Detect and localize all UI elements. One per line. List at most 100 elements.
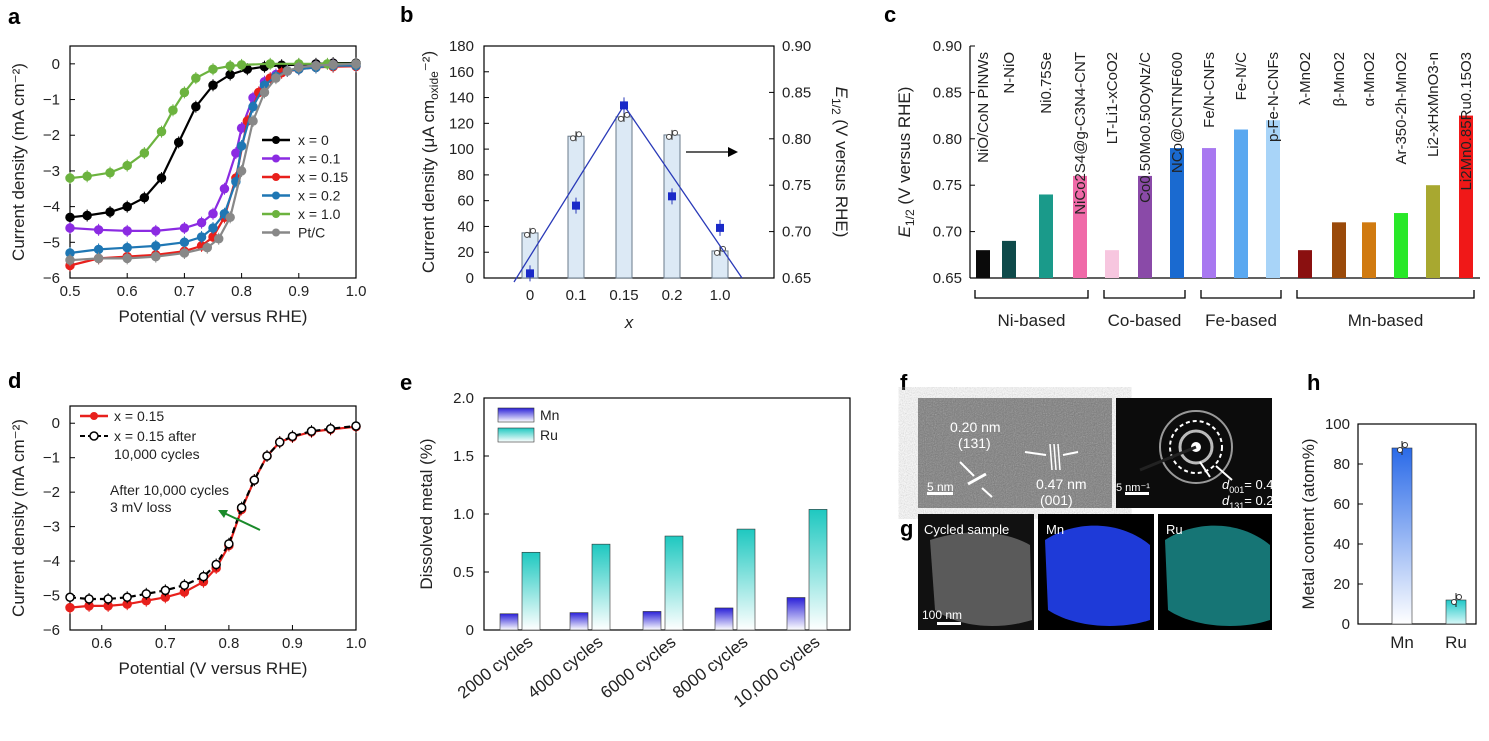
chart-a-data-point xyxy=(93,253,104,264)
chart-b-xtick-label: 0.2 xyxy=(662,287,683,304)
chart-b-ylabel-left: Current density (μA cmoxide⁻²) xyxy=(419,51,441,273)
chart-a-data-point xyxy=(231,148,241,158)
chart-d-ytick-label: −3 xyxy=(43,519,60,536)
chart-a-legend-label: x = 0.15 xyxy=(298,169,348,185)
saed-scale: 5 nm⁻¹ xyxy=(1116,482,1150,494)
chart-e-bar-mn xyxy=(569,612,589,631)
chart-d-legend-marker xyxy=(90,412,98,420)
chart-d-data-point xyxy=(103,594,113,604)
chart-b-ytick-label-right: 0.90 xyxy=(782,38,811,55)
chart-c-category-label: N-NiO xyxy=(1001,52,1018,94)
chart-c-category-label: NiCo2S4@g-C3N4-CNT xyxy=(1072,52,1089,215)
chart-d-ytick-label: −5 xyxy=(43,588,60,605)
chart-e-bar-mn xyxy=(786,597,806,631)
chart-b: 0 20 40 60 80 100 120 140 160 180 0.65 0.70 0.75 0.80… xyxy=(419,38,851,332)
saed-d131: d131= 0.20 nm xyxy=(1222,493,1302,511)
chart-b-ytick-label-right: 0.85 xyxy=(782,84,811,101)
chart-d-ytick-label: −2 xyxy=(43,484,60,501)
haadf-particle xyxy=(930,532,1032,626)
chart-b-data-point xyxy=(668,192,676,201)
chart-a-legend-marker xyxy=(272,210,280,218)
chart-a-data-point xyxy=(122,253,132,264)
chart-d-legend-label: x = 0.15 xyxy=(114,408,164,424)
chart-e-xtick-label: 4000 cycles xyxy=(524,632,606,702)
chart-a-legend-label: x = 0.2 xyxy=(298,188,341,204)
chart-c-bar xyxy=(1002,240,1016,278)
chart-c-group-bracket xyxy=(1103,290,1186,299)
hrtem-ann1: 0.20 nm xyxy=(950,419,1001,435)
chart-d-ytick-label: 0 xyxy=(52,415,60,432)
chart-a-data-point xyxy=(191,73,201,83)
chart-b-data-point xyxy=(620,101,628,110)
chart-c-ytick-label: 0.85 xyxy=(933,84,962,101)
panel-c-label: c xyxy=(884,2,896,27)
chart-d-annotation: 3 mV loss xyxy=(110,499,171,515)
chart-h: 0 20 40 60 80 100 Mn Ru Metal content (atom%) xyxy=(1299,416,1477,652)
chart-c-bar xyxy=(1394,213,1408,278)
chart-d-xtick-label: 0.8 xyxy=(218,635,239,652)
saed-arrows xyxy=(1199,461,1233,481)
chart-e-xtick-label: 2000 cycles xyxy=(454,632,536,702)
chart-b-replicate xyxy=(530,227,536,234)
chart-a-data-point xyxy=(139,148,150,158)
chart-a-data-point xyxy=(122,160,132,171)
chart-a-data-point xyxy=(151,241,161,251)
chart-b-replicate xyxy=(576,131,582,138)
chart-a-data-point xyxy=(65,255,75,265)
chart-a-data-point xyxy=(65,212,75,223)
chart-e-ylabel: Dissolved metal (%) xyxy=(417,438,436,589)
hrtem-ann1b: (131) xyxy=(958,435,991,451)
chart-a-xtick-label: 0.6 xyxy=(117,283,138,300)
chart-e-bar-ru xyxy=(521,551,541,631)
chart-c-category-label: NCo@CNTNF600 xyxy=(1169,52,1186,173)
saed-ring-dashed xyxy=(1169,420,1223,474)
chart-e-bar-mn xyxy=(714,607,734,631)
chart-e-ytick-label: 0 xyxy=(466,622,474,639)
chart-a-data-point xyxy=(105,207,115,217)
chart-b-data-point xyxy=(572,201,580,210)
chart-a-ylabel: Current density (mA cm⁻²) xyxy=(9,63,28,261)
chart-a-data-point xyxy=(179,237,190,248)
chart-a-legend-marker xyxy=(272,173,280,181)
chart-h-replicate xyxy=(1456,594,1462,600)
chart-a-data-point xyxy=(259,87,270,98)
chart-c-category-label: Co0.50Mo0.50OyNz/C xyxy=(1137,52,1154,203)
chart-a-ytick-label: −2 xyxy=(43,127,60,144)
chart-e-ytick-label: 0.5 xyxy=(453,564,474,581)
chart-d-xtick-label: 1.0 xyxy=(346,635,367,652)
chart-a-data-point xyxy=(236,141,247,151)
chart-a-data-point xyxy=(168,105,178,115)
chart-e-legend-label: Ru xyxy=(540,427,558,443)
ru-map-title: Ru xyxy=(1166,522,1183,537)
chart-a-data-point xyxy=(82,171,92,182)
chart-a-legend-marker xyxy=(272,154,280,163)
chart-a-legend-marker xyxy=(272,228,280,237)
chart-a-data-point xyxy=(122,242,132,253)
chart-d-data-point xyxy=(262,451,272,461)
chart-b-data-point xyxy=(526,269,534,278)
panel-f-images: 0.20 nm (131) 0.47 nm (001) 5 nm d001= 0… xyxy=(918,398,1302,511)
chart-c-category-label: λ-MnO2 xyxy=(1297,52,1314,105)
haadf-scale: 100 nm xyxy=(922,608,962,622)
chart-d-data-point xyxy=(236,502,247,513)
chart-a-data-point xyxy=(294,62,304,73)
chart-e-bar-ru xyxy=(664,535,684,631)
chart-b-ytick-label-right: 0.75 xyxy=(782,177,811,194)
chart-b-ytick-label: 0 xyxy=(466,270,474,287)
chart-b-replicate xyxy=(672,129,678,136)
chart-c-ytick-label: 0.75 xyxy=(933,177,962,194)
chart-d-xlabel: Potential (V versus RHE) xyxy=(119,659,308,678)
chart-a-data-point xyxy=(82,210,92,221)
chart-a-data-point xyxy=(151,226,161,236)
chart-a-legend-label: Pt/C xyxy=(298,225,325,241)
chart-a-data-point xyxy=(173,137,184,148)
chart-a-data-point xyxy=(65,173,75,183)
chart-c-category-label: Li2-xHxMnO3-n xyxy=(1425,52,1442,157)
chart-a-data-point xyxy=(219,184,230,194)
chart-a-xtick-label: 0.7 xyxy=(174,283,195,300)
chart-a-data-point xyxy=(236,166,247,176)
chart-e-bar-mn xyxy=(642,611,662,631)
chart-h-ylabel: Metal content (atom%) xyxy=(1299,438,1318,609)
